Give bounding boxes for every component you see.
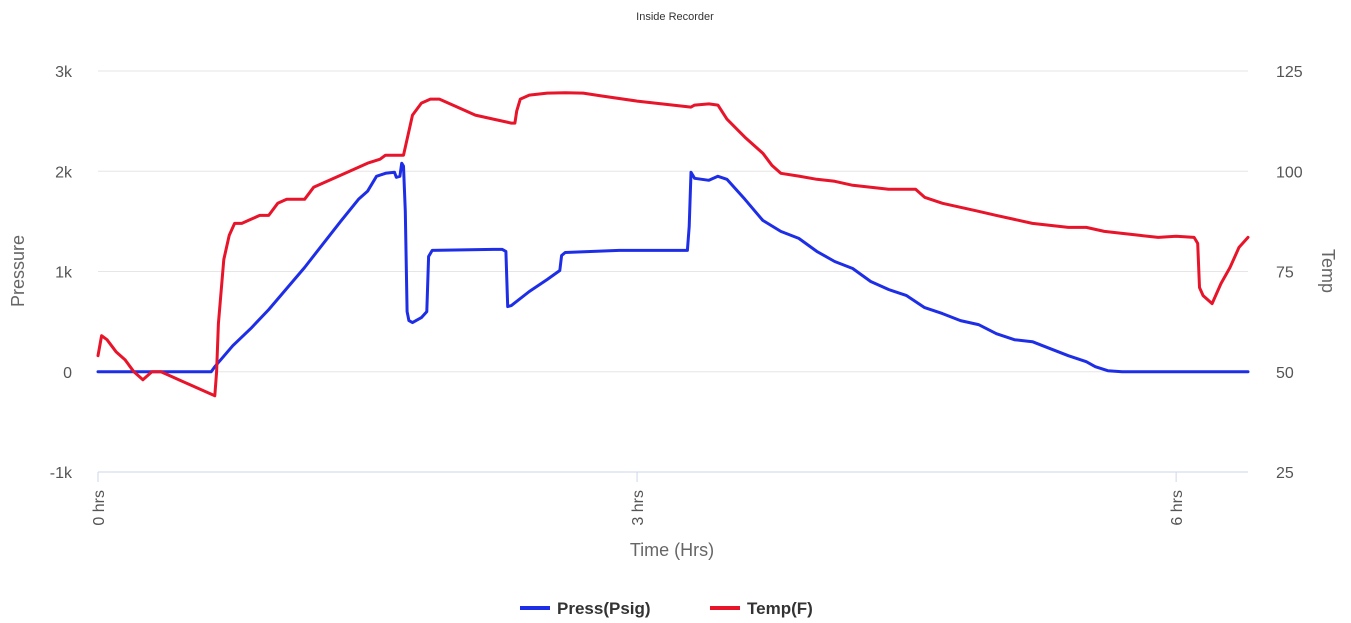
legend-item-temp[interactable]: Temp(F) [710,599,813,618]
y-right-tick-label: 100 [1276,164,1303,181]
x-tick-label: 0 hrs [91,490,108,526]
right-axis-ticks: 25 50 75 100 125 [1276,64,1303,482]
y-left-tick-label: 3k [55,64,73,81]
legend-item-press[interactable]: Press(Psig) [520,599,651,618]
legend-label-press: Press(Psig) [557,599,651,618]
y-left-tick-label: 0 [63,365,72,382]
y-left-tick-label: 2k [55,164,73,181]
y-axis-left-title: Pressure [8,235,28,307]
grid-lines [97,70,1248,482]
x-axis-title: Time (Hrs) [630,540,714,560]
x-axis-ticks: 0 hrs 3 hrs 6 hrs [91,490,1186,526]
series-lines [96,91,1250,398]
y-right-tick-label: 75 [1276,265,1294,282]
y-right-tick-label: 50 [1276,365,1294,382]
y-left-tick-label: -1k [50,465,73,482]
legend-label-temp: Temp(F) [747,599,813,618]
x-tick-label: 6 hrs [1169,490,1186,526]
series-line-temp[interactable] [96,91,1250,398]
legend[interactable]: Press(Psig) Temp(F) [520,599,813,618]
x-tick-label: 3 hrs [630,490,647,526]
chart-title: Inside Recorder [636,11,714,23]
series-line-press[interactable] [96,161,1250,374]
left-axis-ticks: -1k 0 1k 2k 3k [50,64,73,482]
y-axis-right-title: Temp [1318,249,1338,293]
y-left-tick-label: 1k [55,265,73,282]
y-right-tick-label: 25 [1276,465,1294,482]
y-right-tick-label: 125 [1276,64,1303,81]
